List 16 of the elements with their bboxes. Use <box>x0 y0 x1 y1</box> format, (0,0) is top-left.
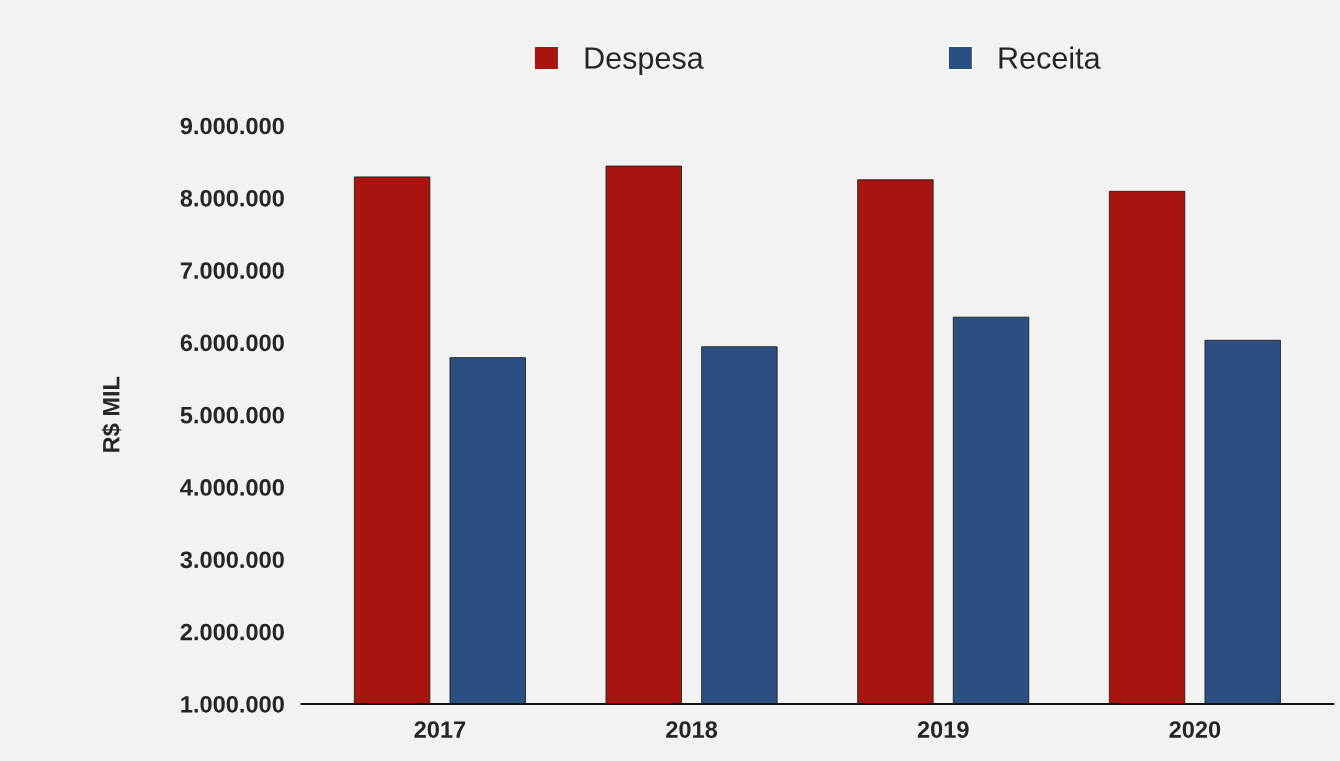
y-tick-label: 9.000.000 <box>180 117 284 135</box>
x-tick-label: 2020 <box>1169 721 1221 738</box>
y-tick-label: 4.000.000 <box>180 479 284 496</box>
x-tick-label: 2017 <box>414 721 466 738</box>
y-tick-label: 8.000.000 <box>180 189 284 207</box>
y-tick-label: 2.000.000 <box>180 623 284 641</box>
y-tick-label: 7.000.000 <box>180 262 284 279</box>
x-tick-label: 2018 <box>666 721 718 738</box>
legend-label: Despesa <box>585 47 704 75</box>
y-tick-label: 1.000.000 <box>181 695 284 713</box>
y-tick-label: 5.000.000 <box>180 406 284 424</box>
x-tick-label: 2019 <box>917 721 969 738</box>
legend-label: Receita <box>999 46 1101 69</box>
y-tick-label: 6.000.000 <box>180 334 284 352</box>
y-axis-title: R$ MIL <box>101 376 122 452</box>
y-tick-label: 3.000.000 <box>180 551 284 569</box>
